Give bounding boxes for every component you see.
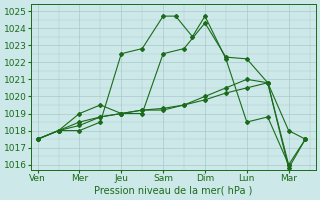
X-axis label: Pression niveau de la mer( hPa ): Pression niveau de la mer( hPa ) [94, 186, 253, 196]
